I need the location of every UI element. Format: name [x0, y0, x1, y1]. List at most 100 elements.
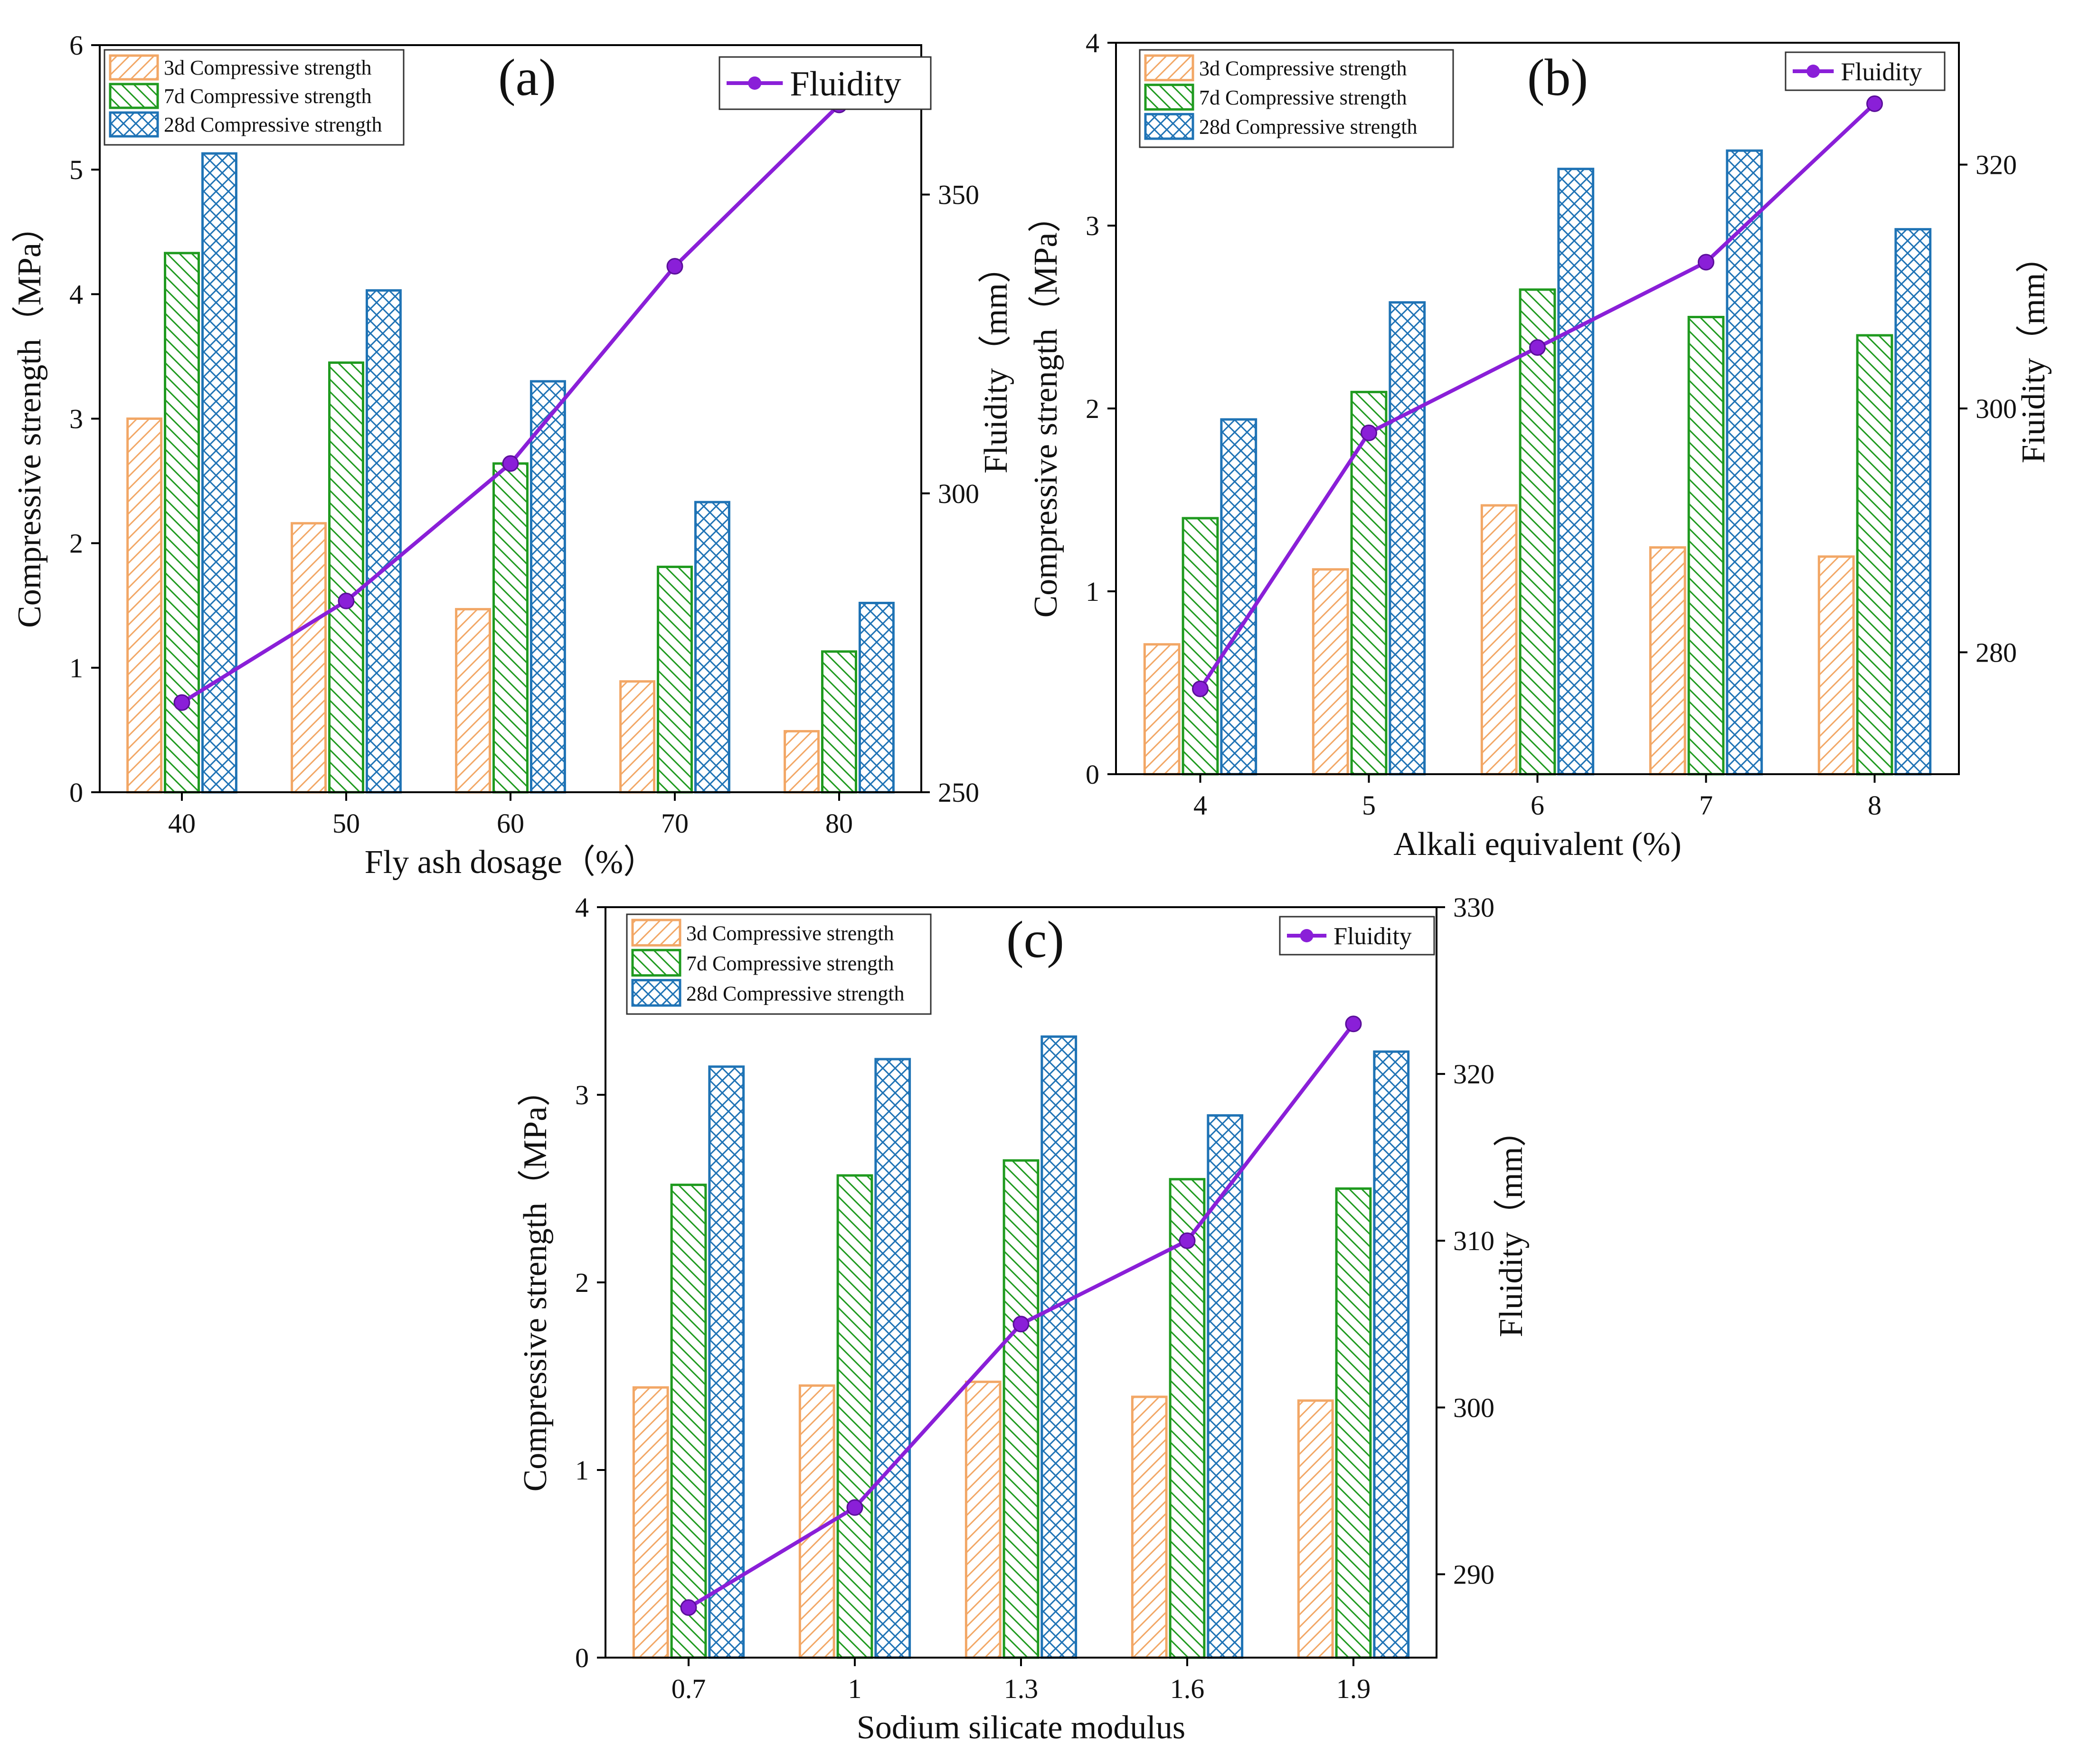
x-tick-label: 50 [332, 808, 360, 839]
bar-d28-0.7 [708, 1065, 745, 1659]
fluidity-point-60 [502, 455, 519, 472]
legend-label-d3: 3d Compressive strength [1199, 57, 1407, 80]
x-tick-label: 1.9 [1336, 1673, 1371, 1704]
legend-line-marker [1300, 929, 1314, 942]
bar-d3-6 [1480, 504, 1518, 776]
y-axis-title: Compressive strength（MPa） [517, 1073, 554, 1492]
bar-d7-60 [492, 462, 529, 794]
fluidity-point-1.3 [1012, 1316, 1030, 1333]
y2-tick-label: 330 [1453, 892, 1494, 923]
y-tick-label: 2 [69, 528, 83, 559]
legend-line-marker [748, 76, 762, 90]
y-tick-label: 4 [575, 892, 589, 923]
x-tick-label: 70 [661, 808, 689, 839]
y-tick-label: 3 [69, 404, 83, 435]
fluidity-point-70 [666, 258, 683, 275]
legend-line-label: Fluidity [1333, 923, 1412, 950]
fluidity-point-1.6 [1179, 1232, 1196, 1249]
chart-panel-a: 0 1 2 3 4 5 6 250 300 350 40 50 60 70 80 Fly ash dosage… [11, 30, 1014, 881]
y2-tick-label: 280 [1976, 637, 2017, 668]
bar-d7-1.3 [1002, 1159, 1040, 1659]
bar-d28-70 [694, 501, 730, 794]
legend-line-label: Fluidity [1841, 57, 1922, 86]
y-tick-label: 2 [1086, 393, 1099, 424]
y-tick-label: 1 [69, 653, 83, 683]
x-axis-title: Fly ash dosage（%） [365, 844, 656, 881]
bar-d28-8 [1894, 228, 1932, 776]
legend-label-d3: 3d Compressive strength [164, 56, 372, 79]
bar-d7-6 [1519, 288, 1556, 776]
legend-label-d7: 7d Compressive strength [1199, 86, 1407, 109]
bar-d28-4 [1220, 418, 1257, 776]
bar-d28-1 [874, 1058, 911, 1659]
fluidity-point-7 [1698, 254, 1714, 271]
legend-swatch-d3 [631, 919, 681, 947]
chart-panel-b: 0 1 2 3 4 280 300 320 4 5 6 7 8 Alkali equivalent (%)… [1028, 28, 2052, 863]
bar-d3-0.7 [632, 1386, 669, 1659]
panel-label: (b) [1527, 48, 1588, 106]
y2-tick-label: 350 [938, 180, 979, 210]
legend-label-d28: 28d Compressive strength [164, 113, 382, 136]
bar-d3-7 [1649, 546, 1686, 776]
y-tick-label: 2 [575, 1267, 589, 1298]
bar-d3-60 [455, 608, 492, 794]
bar-d28-1.9 [1373, 1050, 1410, 1659]
legend-swatch-d7 [109, 83, 159, 109]
y-axis-title: Compressive strength（MPa） [1028, 199, 1064, 618]
y2-axis-title: Fluidity（mm） [1493, 1114, 1530, 1337]
bar-d3-5 [1312, 568, 1349, 776]
x-tick-label: 7 [1699, 790, 1713, 821]
fluidity-point-50 [338, 592, 355, 609]
y2-tick-label: 300 [938, 478, 979, 509]
bar-d28-50 [365, 289, 402, 794]
x-tick-label: 60 [497, 808, 524, 839]
bar-d7-40 [164, 252, 200, 794]
y-tick-label: 0 [69, 777, 83, 808]
panel-label: (a) [498, 48, 556, 106]
bar-d7-0.7 [670, 1184, 707, 1659]
bar-d7-7 [1687, 316, 1725, 776]
bar-d28-6 [1557, 168, 1595, 776]
y2-tick-label: 320 [1976, 150, 2017, 180]
y-tick-label: 4 [69, 279, 83, 310]
y-tick-label: 5 [69, 154, 83, 185]
y-tick-label: 0 [1086, 759, 1099, 790]
legend-swatch-d7 [1144, 84, 1194, 111]
fluidity-point-1.9 [1345, 1015, 1362, 1033]
legend-swatch-d7 [631, 948, 681, 977]
bar-d28-7 [1726, 149, 1763, 776]
bar-d28-80 [858, 602, 895, 794]
x-tick-label: 4 [1193, 790, 1207, 821]
panel-label: (c) [1006, 910, 1064, 968]
bar-d3-70 [619, 680, 656, 794]
y2-tick-label: 250 [938, 777, 979, 808]
fluidity-point-4 [1192, 680, 1209, 697]
y-tick-label: 1 [575, 1455, 589, 1486]
bar-d28-1.3 [1040, 1035, 1078, 1659]
y-tick-label: 4 [1086, 28, 1099, 58]
y-tick-label: 3 [575, 1080, 589, 1110]
y2-tick-label: 300 [1976, 393, 2017, 424]
bar-d3-50 [291, 522, 327, 794]
y2-tick-label: 290 [1453, 1559, 1494, 1590]
bar-d3-80 [784, 730, 820, 794]
bar-d3-8 [1817, 555, 1855, 776]
bar-d7-1.9 [1335, 1187, 1372, 1659]
bar-d3-1.6 [1131, 1395, 1168, 1659]
x-tick-label: 6 [1531, 790, 1544, 821]
legend-label-d28: 28d Compressive strength [1199, 115, 1418, 139]
x-axis-title: Sodium silicate modulus [857, 1709, 1185, 1746]
fluidity-point-1 [846, 1499, 863, 1516]
y2-tick-label: 320 [1453, 1059, 1494, 1090]
legend-swatch-d28 [1144, 113, 1194, 140]
legend-label-d7: 7d Compressive strength [164, 85, 372, 108]
bar-d7-8 [1856, 334, 1893, 776]
legend-line-label: Fluidity [790, 65, 901, 104]
legend-swatch-d28 [109, 111, 159, 138]
x-tick-label: 1.6 [1170, 1673, 1205, 1704]
y-axis-title: Compressive strength（MPa） [11, 209, 48, 628]
y-tick-label: 3 [1086, 210, 1099, 241]
x-tick-label: 1 [848, 1673, 862, 1704]
fluidity-point-40 [173, 694, 190, 711]
